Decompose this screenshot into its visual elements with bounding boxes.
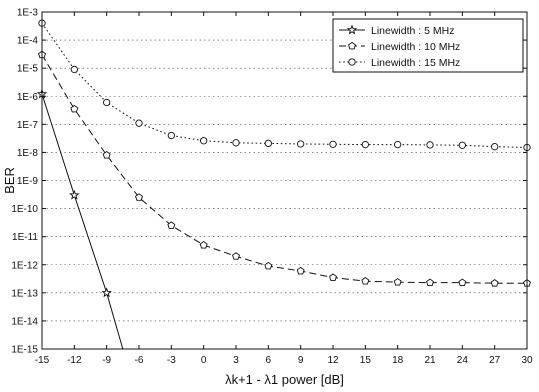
- x-tick-label: -6: [135, 355, 144, 366]
- y-tick-label: 1E-14: [11, 316, 38, 327]
- x-tick-label: 0: [201, 355, 207, 366]
- series-1: [36, 88, 124, 350]
- data-point-circle: [297, 140, 305, 148]
- legend-item: Linewidth : 5 MHz: [339, 24, 454, 37]
- data-point-circle: [232, 139, 240, 147]
- y-tick-label: 1E-4: [17, 36, 39, 47]
- x-axis-label: λk+1 - λ1 power [dB]: [225, 372, 344, 387]
- data-point-pentagon: [393, 278, 402, 286]
- series-3: [38, 19, 531, 152]
- data-point-circle: [167, 131, 175, 140]
- y-tick-label: 1E-3: [17, 8, 39, 19]
- data-point-circle: [200, 137, 208, 145]
- data-point-circle: [264, 139, 272, 148]
- data-point-circle: [103, 98, 111, 107]
- x-tick-label: 12: [327, 355, 339, 366]
- data-point-pentagon: [296, 266, 305, 275]
- x-tick-label: 3: [233, 355, 239, 366]
- data-point-pentagon: [167, 221, 176, 229]
- x-tick-label: 27: [489, 355, 501, 366]
- y-tick-label: 1E-7: [17, 120, 39, 131]
- x-tick-label: 6: [266, 355, 272, 366]
- data-point-pentagon: [232, 252, 240, 260]
- x-tick-label: 18: [392, 355, 404, 366]
- series-line: [41, 22, 528, 148]
- series-line: [41, 54, 527, 284]
- data-point-pentagon: [199, 240, 208, 249]
- legend: Linewidth : 5 MHz Linewidth : 10 MHz Linew…: [332, 18, 524, 73]
- data-point-star: [101, 287, 112, 298]
- data-point-circle: [135, 119, 143, 127]
- series-line: [41, 93, 124, 350]
- data-point-pentagon: [361, 277, 370, 285]
- y-tick-label: 1E-6: [17, 92, 39, 103]
- x-tick-label: 9: [298, 355, 304, 366]
- series-2: [38, 50, 531, 287]
- data-point-circle: [491, 143, 499, 151]
- data-point-circle: [394, 140, 402, 149]
- x-tick-label: 21: [424, 355, 436, 366]
- data-point-pentagon: [490, 279, 499, 287]
- data-point-circle: [426, 141, 434, 149]
- y-tick-label: 1E-5: [17, 64, 39, 75]
- data-point-star: [346, 24, 358, 35]
- x-tick-label: -15: [35, 355, 50, 366]
- data-point-pentagon: [102, 150, 111, 159]
- x-tick-label: 30: [521, 355, 533, 366]
- data-point-circle: [70, 65, 78, 74]
- grid: [42, 39, 527, 322]
- data-point-circle: [458, 141, 466, 149]
- data-point-pentagon: [135, 193, 143, 201]
- y-tick-label: 1E-10: [11, 204, 38, 215]
- axis-ticks: 1E-3 1E-4 1E-5 1E-6 1E-7 1E-8 1E-9 1E-10 1E-11 1E…: [11, 8, 533, 367]
- y-tick-label: 1E-11: [12, 232, 38, 243]
- y-tick-label: 1E-8: [17, 148, 39, 159]
- x-tick-label: -9: [102, 355, 111, 366]
- x-tick-label: 24: [457, 355, 469, 366]
- data-point-pentagon: [70, 104, 79, 113]
- data-point-star: [69, 189, 80, 200]
- data-point-circle: [361, 140, 369, 149]
- x-tick-label: -12: [67, 355, 82, 366]
- y-tick-label: 1E-15: [11, 345, 38, 356]
- data-point-pentagon: [348, 41, 356, 50]
- plot-series: [36, 19, 531, 350]
- legend-label: Linewidth : 5 MHz: [371, 25, 454, 37]
- legend-item: Linewidth : 15 MHz: [339, 57, 460, 69]
- data-point-pentagon: [264, 261, 273, 270]
- legend-item: Linewidth : 10 MHz: [339, 41, 460, 53]
- y-tick-label: 1E-13: [11, 288, 38, 299]
- data-point-circle: [329, 140, 337, 148]
- y-axis-label: BER: [2, 167, 17, 194]
- legend-label: Linewidth : 15 MHz: [371, 57, 460, 69]
- data-point-pentagon: [426, 278, 434, 287]
- x-tick-label: 15: [360, 355, 372, 366]
- x-tick-label: -3: [167, 355, 176, 366]
- y-tick-label: 1E-12: [11, 260, 38, 271]
- legend-label: Linewidth : 10 MHz: [371, 41, 460, 53]
- data-point-pentagon: [329, 273, 337, 281]
- data-point-circle: [348, 58, 356, 66]
- y-tick-label: 1E-9: [17, 176, 39, 187]
- data-point-pentagon: [458, 278, 467, 287]
